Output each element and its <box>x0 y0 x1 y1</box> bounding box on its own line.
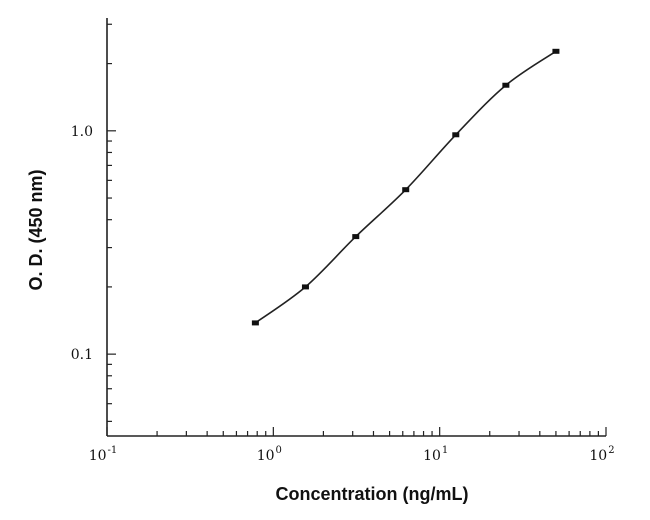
x-tick-label: 10-1 <box>89 445 118 464</box>
data-point <box>352 234 360 240</box>
data-point <box>301 284 309 290</box>
data-point <box>402 187 410 193</box>
data-point <box>452 132 460 138</box>
y-tick-label: 1.0 <box>71 124 93 140</box>
chart-series <box>251 48 560 326</box>
y-axis-title: O. D. (450 nm) <box>26 169 46 290</box>
data-point <box>552 48 560 54</box>
x-tick-label: 102 <box>589 445 614 464</box>
data-point <box>502 82 510 88</box>
x-tick-label: 101 <box>423 445 448 464</box>
chart-ticks <box>106 23 607 436</box>
y-tick-label: 0.1 <box>71 347 93 363</box>
series-line <box>254 50 557 324</box>
chart-tick-labels: 0.1 1.0 10-1 100 101 102 <box>71 124 615 464</box>
x-tick-label: 100 <box>257 445 282 464</box>
chart-axes <box>106 18 606 437</box>
x-axis-title: Concentration (ng/mL) <box>276 484 469 504</box>
data-point <box>251 320 259 326</box>
